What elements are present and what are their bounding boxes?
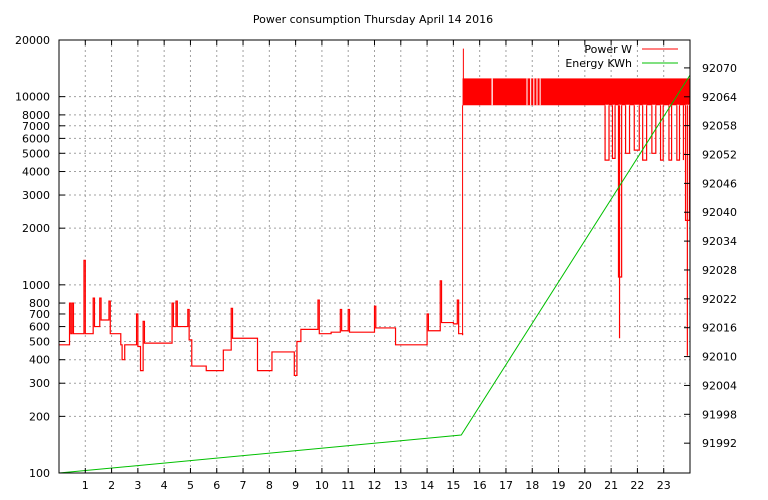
y-tick-label: 6000: [22, 132, 50, 145]
y-tick-label: 1000: [22, 279, 50, 292]
x-tick-label: 16: [473, 479, 487, 492]
power-band-gap: [539, 78, 541, 106]
power-dip-clear: [634, 104, 640, 106]
y-tick-label: 100: [29, 467, 50, 480]
x-tick-label: 1: [82, 479, 89, 492]
grid: [59, 40, 690, 473]
power-dip-clear: [625, 104, 630, 106]
y-tick-label: 500: [29, 335, 50, 348]
y2-tick-label: 92028: [702, 264, 737, 277]
x-tick-label: 5: [187, 479, 194, 492]
power-dip-clear: [605, 104, 610, 106]
x-tick-label: 3: [134, 479, 141, 492]
power-dip: [668, 105, 673, 161]
y2-tick-label: 91998: [702, 408, 737, 421]
y2-tick-label: 91992: [702, 437, 737, 450]
power-dip-clear: [676, 104, 680, 106]
y2-tick-label: 92064: [702, 91, 737, 104]
power-dip: [624, 105, 631, 154]
y2-tick-label: 92040: [702, 206, 737, 219]
power-band: [462, 78, 690, 106]
x-tick-label: 23: [657, 479, 671, 492]
x-tick-label: 4: [161, 479, 168, 492]
plot-border: [58, 39, 691, 474]
y-tick-label: 200: [29, 410, 50, 423]
power-dip: [642, 105, 648, 161]
y-tick-label: 300: [29, 377, 50, 390]
y-tick-label: 600: [29, 321, 50, 334]
y-tick-label: 10000: [15, 91, 50, 104]
x-tick-label: 2: [108, 479, 115, 492]
power-dip: [633, 105, 640, 151]
y2-tick-label: 92022: [702, 293, 737, 306]
y2-tick-label: 92016: [702, 322, 737, 335]
energy-line: [58, 74, 691, 474]
power-dip-clear: [651, 104, 656, 106]
x-tick-label: 20: [578, 479, 592, 492]
y2-tick-label: 92046: [702, 177, 737, 190]
legend: Power W Energy KWh: [565, 43, 678, 70]
y-tick-label: 3000: [22, 189, 50, 202]
y-tick-label: 800: [29, 297, 50, 310]
power-band-gap: [491, 78, 493, 106]
plot-area: [58, 48, 691, 474]
power-band-gap: [526, 78, 528, 106]
y2-tick-label: 92010: [702, 351, 737, 364]
x-tick-label: 10: [315, 479, 329, 492]
power-dip: [659, 105, 664, 161]
x-tick-label: 18: [525, 479, 539, 492]
x-tick-label: 13: [394, 479, 408, 492]
power-band-gap: [533, 78, 535, 106]
power-dip: [604, 105, 610, 161]
axes: 1 2 3 4 5 6 7 8 9 10 11 12 13 14 15 16 17 18 19 20 21 22 23100…: [15, 34, 737, 492]
x-tick-label: 7: [240, 479, 247, 492]
legend-label-power: Power W: [584, 43, 632, 56]
y2-tick-label: 92070: [702, 62, 737, 75]
power-dip: [676, 105, 681, 161]
y2-tick-label: 92034: [702, 235, 737, 248]
power-dip-clear: [660, 104, 664, 106]
y2-tick-label: 92058: [702, 120, 737, 133]
power-line: [59, 259, 464, 377]
power-band-gap: [530, 78, 532, 106]
x-tick-label: 15: [446, 479, 460, 492]
y-tick-label: 4000: [22, 166, 50, 179]
x-tick-label: 22: [630, 479, 644, 492]
y-tick-label: 20000: [15, 34, 50, 47]
y-tick-label: 8000: [22, 109, 50, 122]
y-tick-label: 700: [29, 308, 50, 321]
x-tick-label: 21: [604, 479, 618, 492]
power-dip-clear: [612, 104, 616, 106]
y-tick-label: 5000: [22, 147, 50, 160]
x-tick-label: 11: [341, 479, 355, 492]
x-tick-label: 12: [368, 479, 382, 492]
power-band-gap: [536, 78, 538, 106]
x-tick-label: 17: [499, 479, 513, 492]
legend-label-energy: Energy KWh: [565, 57, 632, 70]
x-tick-label: 9: [292, 479, 299, 492]
y2-tick-label: 92004: [702, 379, 737, 392]
x-tick-label: 6: [213, 479, 220, 492]
x-tick-label: 8: [266, 479, 273, 492]
y-tick-label: 7000: [22, 120, 50, 133]
x-tick-label: 19: [552, 479, 566, 492]
y-tick-label: 2000: [22, 222, 50, 235]
y2-tick-label: 92052: [702, 149, 737, 162]
chart-title: Power consumption Thursday April 14 2016: [253, 13, 493, 26]
y-tick-label: 400: [29, 354, 50, 367]
power-dip: [611, 105, 616, 159]
power-dip-clear: [642, 104, 647, 106]
x-tick-label: 14: [420, 479, 434, 492]
